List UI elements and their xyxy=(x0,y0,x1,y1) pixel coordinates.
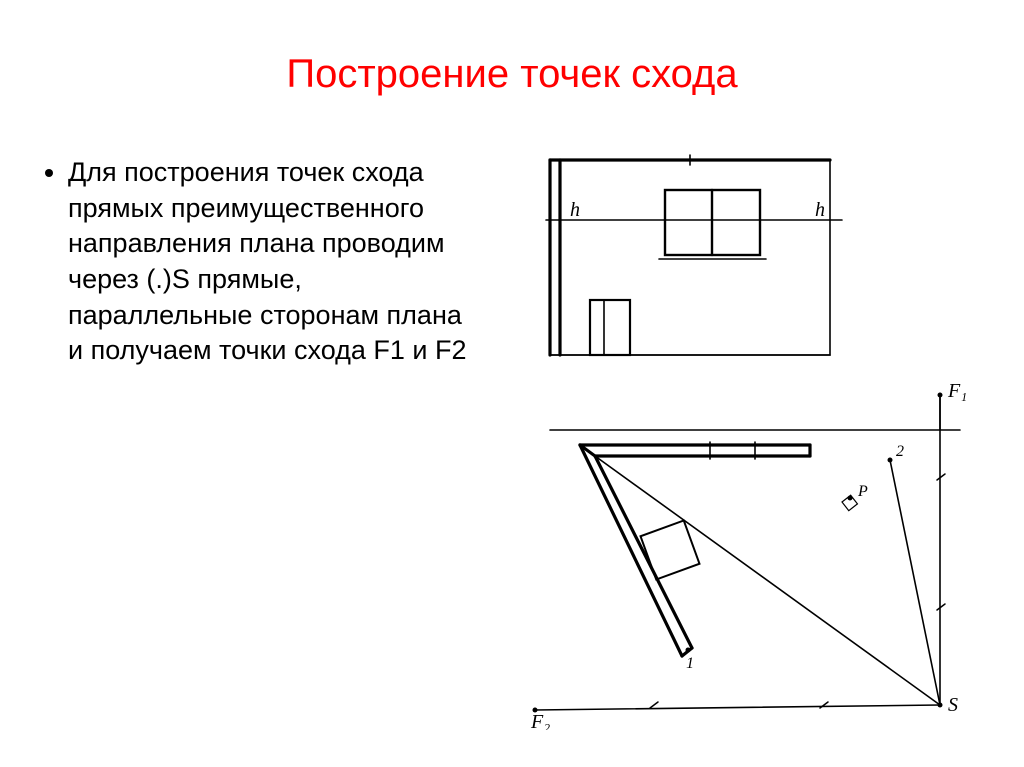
svg-text:F₁: F₁ xyxy=(947,380,967,402)
slide-title: Построение точек схода xyxy=(0,52,1024,97)
bullet-item: Для построения точек схода прямых преиму… xyxy=(68,155,480,369)
svg-text:h: h xyxy=(815,199,825,221)
svg-text:P: P xyxy=(857,483,868,500)
diagram: h h F₁ F₂ S P 1 2 xyxy=(520,150,990,730)
svg-text:S: S xyxy=(948,694,958,716)
svg-text:2: 2 xyxy=(896,443,904,460)
svg-text:h: h xyxy=(570,199,580,221)
svg-text:1: 1 xyxy=(686,655,694,672)
body-text-block: Для построения точек схода прямых преиму… xyxy=(40,155,480,369)
svg-text:F₂: F₂ xyxy=(530,711,550,730)
